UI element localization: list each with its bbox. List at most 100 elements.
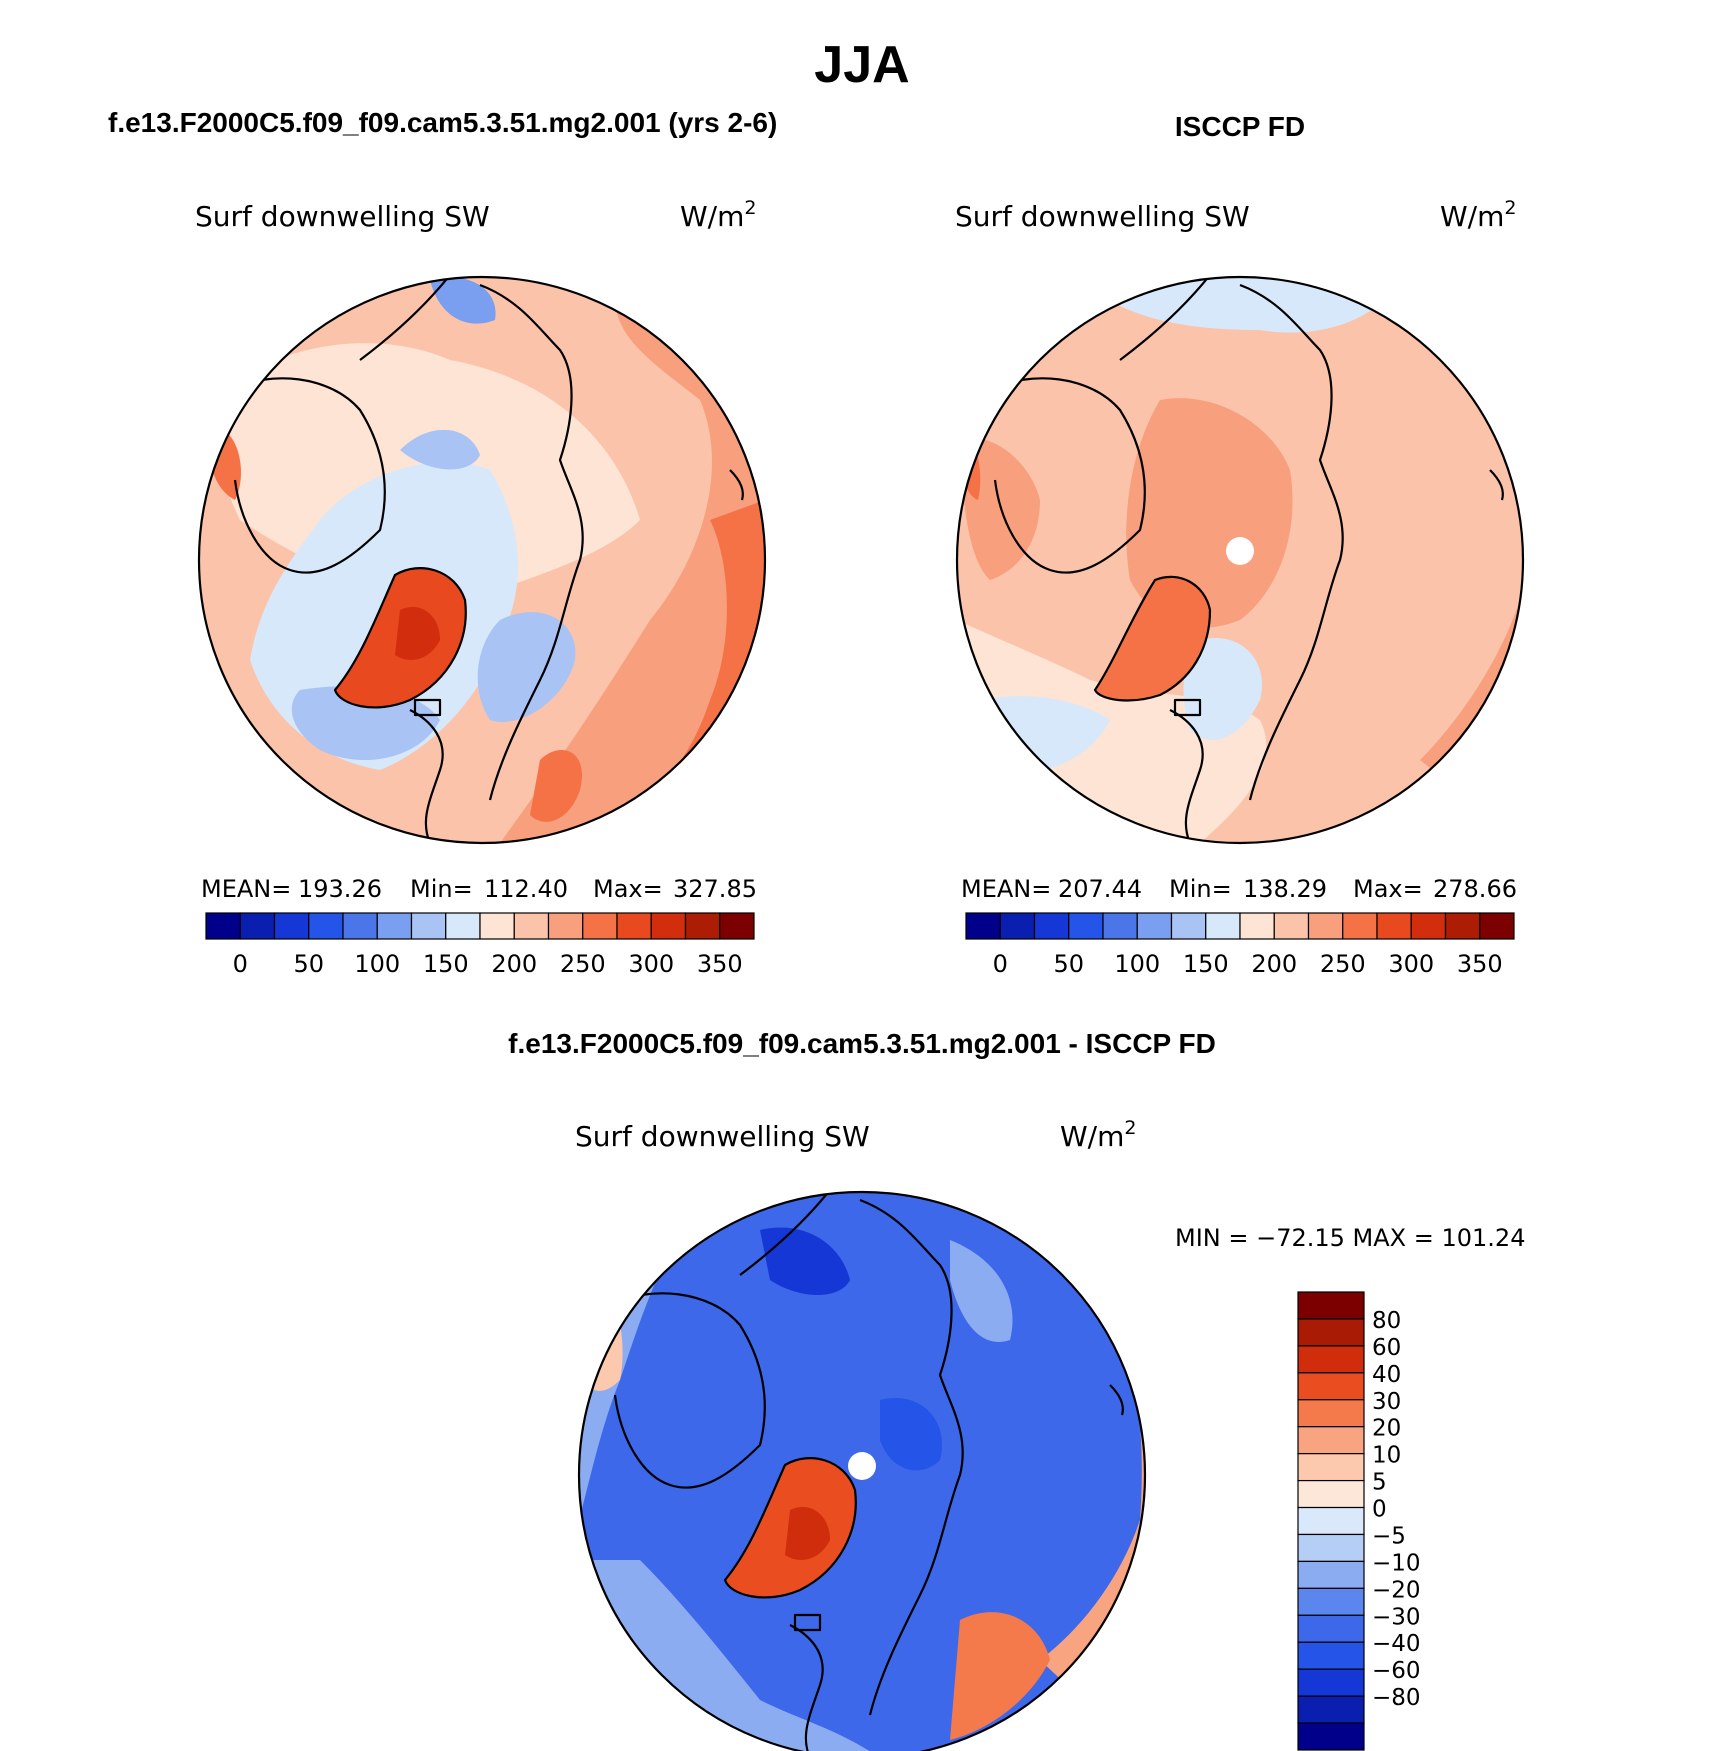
obs-mean-value: 207.44 bbox=[1058, 875, 1142, 903]
diff-colorbar-tick-label: −60 bbox=[1372, 1658, 1421, 1684]
diff-map bbox=[577, 1190, 1147, 1751]
diff-colorbar-tick-label: 5 bbox=[1372, 1470, 1387, 1496]
cb-obs-swatch bbox=[1342, 912, 1378, 940]
cb-obs-swatch bbox=[1239, 912, 1275, 940]
diff-colorbar-swatch bbox=[1297, 1587, 1365, 1616]
cb-obs-tick-label: 150 bbox=[1183, 950, 1229, 978]
diff-colorbar-swatch bbox=[1297, 1291, 1365, 1320]
obs-arctic-high bbox=[1126, 398, 1293, 628]
diff-colorbar-tick-label: 60 bbox=[1372, 1335, 1401, 1361]
cb-obs-swatch bbox=[1102, 912, 1138, 940]
obs-map bbox=[955, 275, 1525, 845]
cb-obs-tick-label: 200 bbox=[1251, 950, 1297, 978]
obs-map-border bbox=[955, 275, 1525, 845]
cb-obs-swatch bbox=[1033, 912, 1070, 940]
diff-stats: MIN = −72.15 MAX = 101.24 bbox=[1175, 1224, 1525, 1252]
model-coastlines bbox=[229, 277, 744, 843]
diff-colorbar-swatch bbox=[1297, 1318, 1365, 1347]
diff-high-europe bbox=[950, 1612, 1050, 1740]
cb-obs-swatch bbox=[1170, 912, 1207, 940]
cb-model-swatch bbox=[650, 912, 687, 940]
model-min-label: Min= bbox=[410, 875, 473, 903]
diff-colorbar-swatch bbox=[1297, 1560, 1365, 1589]
cb-model-swatch bbox=[445, 912, 481, 940]
cb-model-tick-label: 300 bbox=[628, 950, 674, 978]
diff-colorbar-swatch bbox=[1297, 1479, 1365, 1509]
cb-obs-swatch bbox=[1410, 912, 1447, 940]
diff-units: W/m2 bbox=[1060, 1117, 1137, 1153]
model-max-label: Max= bbox=[593, 875, 663, 903]
diff-colorbar-swatch bbox=[1297, 1614, 1365, 1643]
cb-model-tick-label: 100 bbox=[354, 950, 400, 978]
diff-colorbar-tick-label: −40 bbox=[1372, 1631, 1421, 1657]
obs-colorbar: 0 50 100 150 200 250 300 350 bbox=[965, 912, 1515, 978]
diff-variable-name: Surf downwelling SW bbox=[575, 1120, 870, 1153]
model-map-border bbox=[197, 275, 767, 845]
cb-model-swatch bbox=[342, 912, 378, 940]
cb-obs-swatch bbox=[1479, 912, 1515, 940]
diff-low-center bbox=[880, 1398, 942, 1471]
model-case-title: f.e13.F2000C5.f09_f09.cam5.3.51.mg2.001 … bbox=[108, 107, 777, 138]
cb-model-swatch bbox=[684, 912, 721, 940]
model-stats: MEAN= 193.26 Min= 112.40 Max= 327.85 bbox=[201, 875, 757, 903]
diff-colorbar-swatch bbox=[1297, 1533, 1365, 1563]
cb-obs-swatch bbox=[999, 912, 1036, 940]
diff-colorbar-swatch bbox=[1297, 1695, 1365, 1724]
diff-colorbar-swatch bbox=[1297, 1453, 1365, 1482]
diff-colorbar-tick-label: 0 bbox=[1372, 1497, 1387, 1523]
obs-low-pacific bbox=[1080, 277, 1400, 333]
diff-colorbar-swatch bbox=[1297, 1426, 1365, 1455]
cb-model-tick-label: 50 bbox=[293, 950, 324, 978]
model-mean-label: MEAN= bbox=[201, 875, 291, 903]
obs-pole-missing-marker bbox=[1226, 537, 1254, 565]
cb-model-swatch bbox=[205, 912, 241, 940]
cb-model-tick-label: 150 bbox=[423, 950, 469, 978]
obs-min-label: Min= bbox=[1169, 875, 1232, 903]
obs-max-value: 278.66 bbox=[1433, 875, 1517, 903]
diff-colorbar-swatch bbox=[1297, 1641, 1365, 1670]
diff-band-patch bbox=[950, 1240, 1013, 1342]
main-title: JJA bbox=[814, 36, 909, 94]
obs-min-value: 138.29 bbox=[1243, 875, 1327, 903]
diff-colorbar-tick-label: 20 bbox=[1372, 1416, 1401, 1442]
diff-coastlines bbox=[609, 1192, 1124, 1751]
model-colorbar: 0 50 100 150 200 250 300 350 bbox=[205, 912, 755, 978]
model-max-value: 327.85 bbox=[673, 875, 757, 903]
diff-colorbar-tick-label: 80 bbox=[1372, 1308, 1401, 1334]
diff-case-title: f.e13.F2000C5.f09_f09.cam5.3.51.mg2.001 … bbox=[508, 1028, 1216, 1059]
cb-model-swatch bbox=[616, 912, 652, 940]
cb-model-swatch bbox=[376, 912, 413, 940]
obs-variable-name: Surf downwelling SW bbox=[955, 200, 1250, 233]
diff-colorbar-tick-label: −30 bbox=[1372, 1604, 1421, 1630]
cb-obs-swatch bbox=[965, 912, 1001, 940]
diff-greenland-core bbox=[785, 1506, 830, 1560]
diff-colorbar-tick-label: −5 bbox=[1372, 1523, 1406, 1549]
obs-mean-label: MEAN= bbox=[961, 875, 1051, 903]
cb-obs-tick-label: 250 bbox=[1320, 950, 1366, 978]
cb-model-swatch bbox=[582, 912, 618, 940]
cb-model-swatch bbox=[239, 912, 276, 940]
cb-model-swatch bbox=[547, 912, 584, 940]
diff-colorbar-tick-label: 10 bbox=[1372, 1443, 1401, 1469]
cb-model-swatch bbox=[719, 912, 755, 940]
diff-colorbar-tick-label: 40 bbox=[1372, 1362, 1401, 1388]
diff-high-west bbox=[579, 1250, 623, 1391]
cb-model-swatch bbox=[273, 912, 310, 940]
cb-obs-tick-label: 350 bbox=[1457, 950, 1503, 978]
diff-colorbar-swatch bbox=[1297, 1668, 1365, 1697]
cb-model-tick-label: 200 bbox=[491, 950, 537, 978]
cb-model-swatch bbox=[513, 912, 550, 940]
obs-case-title: ISCCP FD bbox=[1175, 111, 1305, 142]
model-min-value: 112.40 bbox=[484, 875, 568, 903]
model-low-arctic bbox=[400, 429, 480, 470]
cb-model-tick-label: 250 bbox=[560, 950, 606, 978]
diff-low-north bbox=[760, 1227, 850, 1295]
diff-colorbar-tick-label: −10 bbox=[1372, 1550, 1421, 1576]
diff-colorbar-swatch bbox=[1297, 1399, 1365, 1428]
model-mean-value: 193.26 bbox=[298, 875, 382, 903]
obs-greenland-high bbox=[1095, 576, 1210, 701]
obs-coastlines bbox=[989, 277, 1504, 843]
cb-obs-tick-label: 100 bbox=[1114, 950, 1160, 978]
obs-max-label: Max= bbox=[1353, 875, 1423, 903]
model-low-norwegian-sea bbox=[477, 612, 576, 722]
